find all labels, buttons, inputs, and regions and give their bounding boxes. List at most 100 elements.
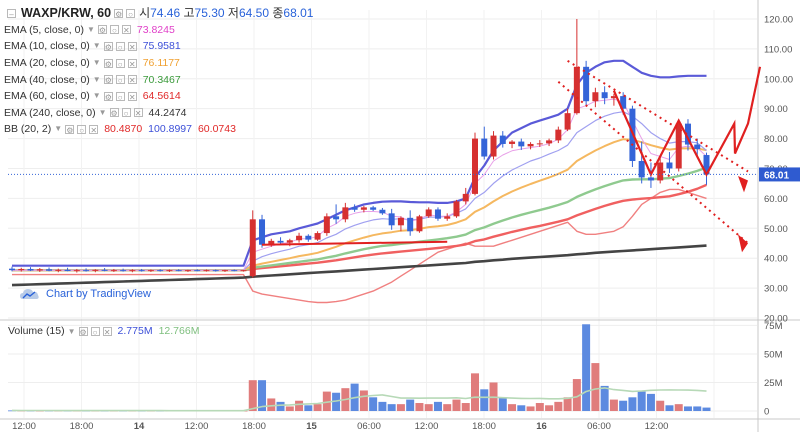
indicator-value: 73.8245 xyxy=(136,23,175,36)
settings-icon[interactable]: ⚙ xyxy=(103,41,113,52)
candle xyxy=(462,187,469,205)
candle xyxy=(453,199,460,218)
settings-icon[interactable]: ⚙ xyxy=(109,108,119,119)
visibility-icon[interactable]: ○ xyxy=(121,108,131,118)
candle xyxy=(425,207,432,218)
settings-icon[interactable]: ⚙ xyxy=(103,75,113,86)
indicator-row[interactable]: EMA (240, close, 0) ▼ ⚙ ○ ✕ 44.2474 xyxy=(4,105,313,122)
visibility-icon[interactable]: ○ xyxy=(90,326,100,337)
candle-body xyxy=(536,143,543,145)
candle-body xyxy=(27,268,34,271)
volume-bar xyxy=(526,406,535,411)
candle xyxy=(351,204,358,212)
indicator-row[interactable]: EMA (40, close, 0) ▼ ⚙ ○ ✕ 70.3467 xyxy=(4,71,313,88)
indicator-value: 70.3467 xyxy=(142,73,181,86)
volume-bar xyxy=(396,404,405,411)
visibility-icon[interactable]: ○ xyxy=(115,41,125,52)
volume-bar xyxy=(693,406,702,411)
candle-body xyxy=(555,129,562,141)
chevron-down-icon[interactable]: ▼ xyxy=(86,24,95,34)
indicator-value: 75.9581 xyxy=(142,40,181,53)
volume-bar xyxy=(443,404,452,411)
close-icon[interactable]: ✕ xyxy=(127,91,137,102)
candle xyxy=(481,126,488,160)
volume-tick-label: 75M xyxy=(764,321,783,332)
close-icon[interactable]: ✕ xyxy=(127,58,137,69)
chevron-down-icon[interactable]: ▼ xyxy=(54,124,63,134)
visibility-icon[interactable]: ○ xyxy=(109,25,119,35)
close-icon[interactable]: ✕ xyxy=(89,124,99,135)
time-tick-label: 18:00 xyxy=(472,421,496,432)
visibility-icon[interactable]: ○ xyxy=(126,8,136,19)
volume-bar xyxy=(591,363,600,411)
candle-body xyxy=(73,270,80,272)
candle-body xyxy=(675,123,682,169)
indicator-row[interactable]: EMA (5, close, 0) ▼ ⚙ ○ ✕ 73.8245 xyxy=(4,22,313,39)
ohlc-values: 시74.46 고75.30 저64.50 종68.01 xyxy=(139,5,313,21)
candle-body xyxy=(249,219,256,277)
chevron-down-icon[interactable]: ▼ xyxy=(92,74,101,84)
high-value: 75.30 xyxy=(194,6,225,21)
volume-bar xyxy=(295,400,304,411)
candle xyxy=(221,269,228,272)
price-tick-label: 40.00 xyxy=(764,254,788,265)
indicator-row[interactable]: EMA (60, close, 0) ▼ ⚙ ○ ✕ 64.5614 xyxy=(4,88,313,105)
candle-body xyxy=(518,141,525,147)
time-tick-label: 06:00 xyxy=(587,421,611,432)
chevron-down-icon[interactable]: ▼ xyxy=(67,326,76,336)
candle-body xyxy=(147,270,154,272)
channel-arrow-head xyxy=(738,175,748,193)
collapse-icon[interactable]: – xyxy=(7,8,16,19)
indicator-row[interactable]: EMA (10, close, 0) ▼ ⚙ ○ ✕ 75.9581 xyxy=(4,38,313,55)
indicator-row[interactable]: EMA (20, close, 0) ▼ ⚙ ○ ✕ 76.1177 xyxy=(4,55,313,72)
close-icon[interactable]: ✕ xyxy=(102,326,112,337)
visibility-icon[interactable]: ○ xyxy=(115,75,125,85)
volume-bar xyxy=(498,397,507,411)
candle-body xyxy=(360,207,367,210)
open-label: 시 xyxy=(139,6,151,21)
close-value: 68.01 xyxy=(283,6,314,21)
candle-body xyxy=(166,270,173,272)
indicator-label: EMA (10, close, 0) xyxy=(4,40,90,53)
close-icon[interactable]: ✕ xyxy=(133,108,143,119)
visibility-icon[interactable]: ○ xyxy=(115,91,125,102)
candle xyxy=(83,268,90,272)
ema240-line xyxy=(11,244,707,287)
trend-channel-lower xyxy=(557,81,749,245)
bb-row[interactable]: BB (20, 2) ▼ ⚙ ○ ✕ 80.4870 100.8997 60.0… xyxy=(4,121,313,138)
volume-bar xyxy=(656,400,665,411)
chevron-down-icon[interactable]: ▼ xyxy=(98,107,107,117)
settings-icon[interactable]: ⚙ xyxy=(114,8,124,19)
price-tick-label: 60.00 xyxy=(764,194,788,205)
settings-icon[interactable]: ⚙ xyxy=(65,124,75,135)
time-tick-label: 12:00 xyxy=(185,421,209,432)
settings-icon[interactable]: ⚙ xyxy=(103,91,113,102)
candle xyxy=(490,131,497,160)
candle-body xyxy=(175,270,182,272)
visibility-icon[interactable]: ○ xyxy=(115,58,125,69)
candle xyxy=(110,268,117,272)
candle-body xyxy=(212,270,219,272)
visibility-icon[interactable]: ○ xyxy=(77,124,87,135)
candle xyxy=(684,119,691,151)
volume-bar xyxy=(313,404,322,411)
settings-icon[interactable]: ⚙ xyxy=(103,58,113,69)
settings-icon[interactable]: ⚙ xyxy=(78,326,88,337)
chevron-down-icon[interactable]: ▼ xyxy=(92,41,101,51)
volume-bar xyxy=(471,373,479,411)
close-icon[interactable]: ✕ xyxy=(121,25,131,36)
volume-bar xyxy=(563,397,572,411)
settings-icon[interactable]: ⚙ xyxy=(97,25,107,36)
volume-bar xyxy=(322,391,331,411)
symbol-row: – WAXP/KRW, 60 ⚙ ○ 시74.46 고75.30 저64.50 … xyxy=(4,5,313,22)
candle xyxy=(9,266,15,272)
close-icon[interactable]: ✕ xyxy=(127,41,137,52)
close-icon[interactable]: ✕ xyxy=(127,75,137,86)
chevron-down-icon[interactable]: ▼ xyxy=(92,58,101,68)
watermark[interactable]: Chart by TradingView xyxy=(20,288,151,300)
grid-lines xyxy=(8,10,757,418)
chevron-down-icon[interactable]: ▼ xyxy=(92,91,101,101)
time-tick-label: 06:00 xyxy=(357,421,381,432)
volume-bar xyxy=(387,404,396,411)
